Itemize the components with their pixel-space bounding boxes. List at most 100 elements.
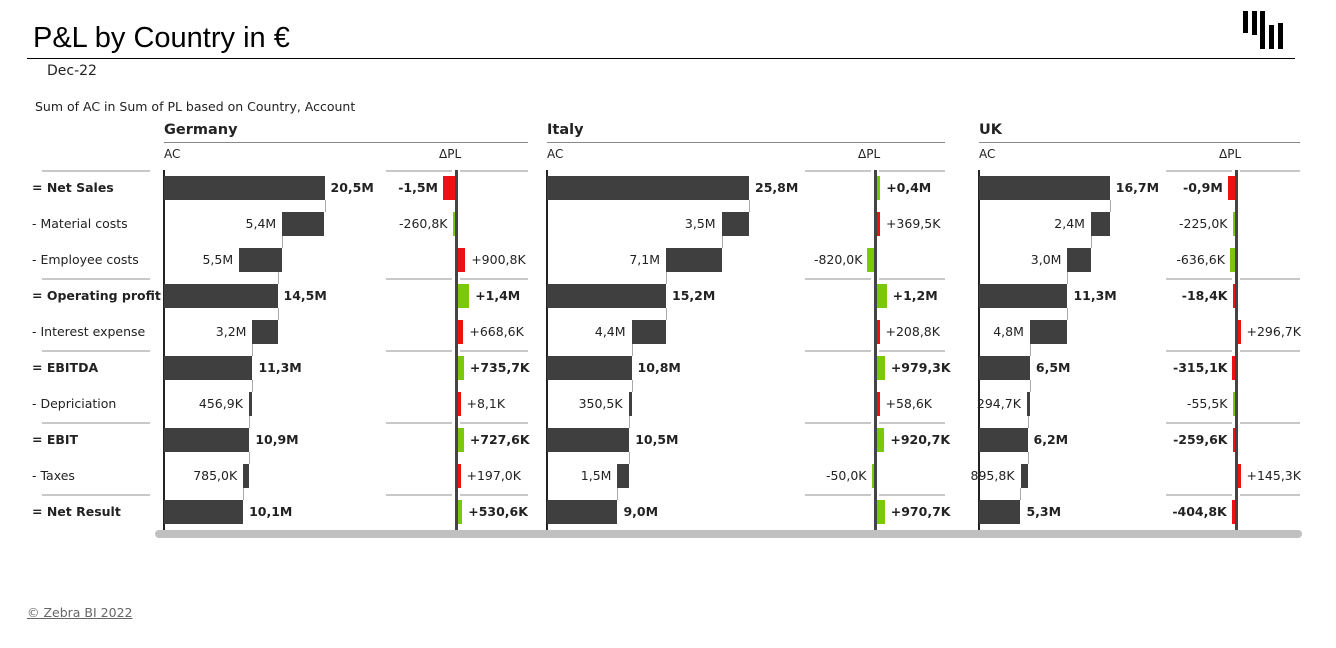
ac-bar <box>164 500 244 524</box>
delta-bar <box>458 356 464 380</box>
delta-value-label: +208,8K <box>885 324 940 339</box>
delta-value-label: +1,2M <box>892 288 938 303</box>
ac-bar <box>164 176 325 200</box>
ac-value-label: 16,7M <box>1115 180 1160 195</box>
ac-bar <box>243 464 250 488</box>
row-separator <box>879 494 945 496</box>
delta-value-label: -636,6K <box>1176 252 1225 267</box>
delta-bar <box>443 176 455 200</box>
delta-bar <box>1232 392 1235 416</box>
row-separator <box>460 170 528 172</box>
row-separator <box>386 422 452 424</box>
delta-bar <box>458 392 461 416</box>
delta-value-label: +979,3K <box>890 360 951 375</box>
ac-value-label: 10,1M <box>249 504 293 519</box>
row-separator <box>42 278 150 280</box>
country-rule <box>547 142 945 143</box>
row-label: = EBIT <box>32 432 79 447</box>
row-separator <box>1166 170 1232 172</box>
row-separator <box>460 350 528 352</box>
delta-axis <box>1235 170 1238 530</box>
ac-bar <box>1067 248 1091 272</box>
delta-bar <box>1232 284 1235 308</box>
ac-column-header: AC <box>979 147 996 161</box>
delta-bar <box>458 500 463 524</box>
ac-value-label: 5,3M <box>1026 504 1062 519</box>
delta-axis <box>455 170 458 530</box>
ac-value-label: 456,9K <box>198 396 243 411</box>
delta-value-label: -18,4K <box>1181 288 1228 303</box>
ac-bar <box>1090 212 1110 236</box>
ac-value-label: 3,5M <box>684 216 716 231</box>
ac-bar <box>979 176 1110 200</box>
row-separator <box>460 494 528 496</box>
waterfall-connector <box>277 272 279 284</box>
waterfall-connector <box>252 380 254 392</box>
delta-value-label: -404,8K <box>1172 504 1227 519</box>
delta-bar <box>1232 428 1235 452</box>
delta-bar <box>458 428 464 452</box>
delta-value-label: +296,7K <box>1246 324 1301 339</box>
horizontal-scrollbar[interactable] <box>155 530 1302 538</box>
ac-bar <box>547 356 632 380</box>
delta-bar <box>1238 464 1241 488</box>
ac-bar <box>721 212 749 236</box>
ac-bar <box>239 248 283 272</box>
ac-value-label: 1,5M <box>580 468 612 483</box>
ac-value-label: 11,3M <box>258 360 302 375</box>
delta-bar <box>452 212 455 236</box>
waterfall-connector <box>1067 272 1069 284</box>
title-rule <box>27 58 1295 59</box>
ac-bar <box>547 284 666 308</box>
row-separator <box>805 494 871 496</box>
country-rule <box>979 142 1300 143</box>
ac-value-label: 7,1M <box>629 252 660 267</box>
ac-value-label: 25,8M <box>755 180 799 195</box>
ac-value-label: 5,5M <box>202 252 234 267</box>
delta-value-label: +197,0K <box>466 468 521 483</box>
row-separator <box>386 170 452 172</box>
delta-bar <box>877 212 880 236</box>
row-label: = Net Result <box>32 504 121 519</box>
row-separator <box>879 170 945 172</box>
copyright-link[interactable]: © Zebra BI 2022 <box>27 605 133 620</box>
row-separator <box>1240 278 1300 280</box>
waterfall-connector <box>1029 380 1031 392</box>
row-separator <box>386 494 452 496</box>
chart-subtitle: Sum of AC in Sum of PL based on Country,… <box>35 99 356 114</box>
row-separator <box>805 278 871 280</box>
delta-bar <box>1227 176 1235 200</box>
row-label: - Depriciation <box>32 396 117 411</box>
row-label: - Taxes <box>32 468 75 483</box>
delta-bar <box>871 464 874 488</box>
row-label: - Material costs <box>32 216 128 231</box>
waterfall-connector <box>252 344 254 356</box>
delta-value-label: +900,8K <box>471 252 526 267</box>
ac-value-label: 3,2M <box>215 324 247 339</box>
delta-bar <box>458 248 466 272</box>
row-separator <box>879 350 945 352</box>
row-separator <box>805 422 871 424</box>
delta-column-header: ΔPL <box>1219 147 1242 161</box>
ac-column-header: AC <box>547 147 564 161</box>
ac-bar <box>617 464 630 488</box>
waterfall-connector <box>1020 488 1022 500</box>
delta-bar <box>458 284 470 308</box>
waterfall-connector <box>666 272 667 284</box>
ac-bar <box>1026 392 1030 416</box>
country-rule <box>164 142 528 143</box>
delta-value-label: +8,1K <box>466 396 506 411</box>
row-separator <box>386 278 452 280</box>
row-label: - Interest expense <box>32 324 146 339</box>
ac-value-label: 3,0M <box>1030 252 1062 267</box>
delta-bar <box>1231 500 1235 524</box>
row-separator <box>1166 350 1232 352</box>
row-separator <box>1240 170 1300 172</box>
ac-bar <box>628 392 632 416</box>
waterfall-connector <box>249 416 251 428</box>
delta-value-label: +920,7K <box>890 432 951 447</box>
ac-bar <box>979 500 1021 524</box>
delta-value-label: -0,9M <box>1183 180 1223 195</box>
ac-bar <box>1029 320 1068 344</box>
ac-value-label: 2,4M <box>1054 216 1085 231</box>
